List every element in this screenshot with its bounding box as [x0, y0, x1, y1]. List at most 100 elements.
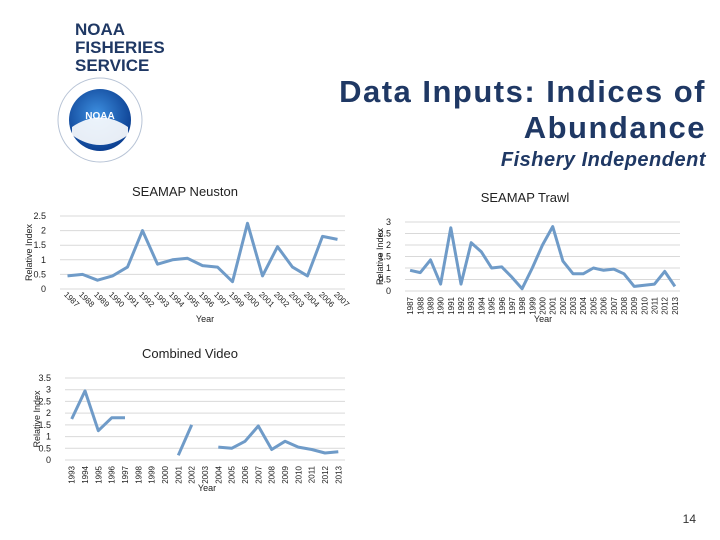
x-tick-label: 2006: [600, 296, 609, 314]
data-line: [409, 225, 677, 291]
x-tick-label: 2000: [242, 290, 261, 309]
y-tick-label: 3: [386, 217, 391, 227]
x-tick-label: 2012: [321, 465, 330, 483]
data-line: [70, 389, 339, 456]
x-tick-label: 2000: [161, 465, 170, 483]
logo-line: FISHERIES: [75, 38, 165, 57]
x-tick-label: 2005: [228, 465, 237, 483]
x-tick-label: 1998: [134, 465, 143, 483]
x-tick-label: 2007: [332, 290, 351, 309]
y-tick-label: 3: [46, 385, 51, 395]
x-tick-label: 2006: [317, 290, 336, 309]
y-axis-label: Relative Index: [375, 227, 385, 285]
x-tick-label: 2008: [620, 296, 629, 314]
x-tick-label: 1990: [107, 290, 126, 309]
x-tick-label: 2001: [174, 465, 183, 483]
x-tick-label: 2010: [640, 296, 649, 314]
x-tick-label: 1996: [197, 290, 216, 309]
x-tick-label: 2002: [272, 290, 291, 309]
y-tick-label: 1.5: [33, 240, 46, 250]
x-axis-label: Year: [534, 314, 552, 324]
emblem-wave: [72, 117, 128, 145]
y-tick-label: 1: [386, 263, 391, 273]
x-tick-label: 1990: [437, 296, 446, 314]
x-tick-label: 2002: [188, 465, 197, 483]
x-tick-label: 1989: [426, 296, 435, 314]
x-tick-label: 1988: [77, 290, 96, 309]
x-tick-label: 2009: [630, 296, 639, 314]
y-tick-label: 0.5: [378, 275, 391, 285]
x-tick-label: 1994: [477, 296, 486, 314]
logo-line: SERVICE: [75, 56, 149, 75]
x-tick-label: 2001: [257, 290, 276, 309]
x-tick-label: 1995: [182, 290, 201, 309]
x-tick-label: 1999: [528, 296, 537, 314]
x-tick-label: 2012: [661, 296, 670, 314]
x-tick-label: 2013: [334, 465, 343, 483]
x-tick-label: 2007: [610, 296, 619, 314]
x-tick-label: 1992: [457, 296, 466, 314]
y-tick-label: 2: [386, 240, 391, 250]
x-axis-label: Year: [198, 483, 216, 493]
x-tick-label: 2008: [268, 465, 277, 483]
y-tick-label: 2.5: [378, 229, 391, 239]
y-tick-label: 1: [46, 432, 51, 442]
x-tick-label: 1995: [488, 296, 497, 314]
x-tick-label: 1987: [406, 296, 415, 314]
y-tick-label: 0.5: [33, 269, 46, 279]
x-tick-label: 1997: [508, 296, 517, 314]
x-tick-label: 1997: [212, 290, 231, 309]
x-tick-label: 1996: [108, 465, 117, 483]
slide-subtitle: Fishery Independent: [500, 149, 706, 171]
x-tick-label: 1988: [416, 296, 425, 314]
x-tick-label: 1987: [62, 290, 81, 309]
x-tick-label: 1993: [467, 296, 476, 314]
chart-title: SEAMAP Trawl: [481, 190, 570, 205]
x-tick-label: 2006: [241, 465, 250, 483]
x-tick-label: 2004: [302, 290, 321, 309]
x-tick-label: 1997: [121, 465, 130, 483]
y-tick-label: 3.5: [38, 373, 51, 383]
x-tick-label: 1989: [92, 290, 111, 309]
y-tick-label: 1: [41, 255, 46, 265]
data-line: [67, 221, 338, 284]
chart-title: SEAMAP Neuston: [132, 184, 238, 199]
x-tick-label: 1994: [81, 465, 90, 483]
x-tick-label: 2003: [287, 290, 306, 309]
x-tick-label: 2011: [651, 296, 660, 314]
x-tick-label: 1993: [68, 465, 77, 483]
x-tick-label: 2004: [214, 465, 223, 483]
x-tick-label: 1993: [152, 290, 171, 309]
x-tick-label: 1994: [167, 290, 186, 309]
x-tick-label: 1998: [518, 296, 527, 314]
x-tick-label: 2003: [569, 296, 578, 314]
x-tick-label: 2003: [201, 465, 210, 483]
x-tick-label: 2000: [539, 296, 548, 314]
x-tick-label: 2001: [549, 296, 558, 314]
x-tick-label: 2010: [294, 465, 303, 483]
y-tick-label: 0.5: [38, 443, 51, 453]
x-tick-label: 1999: [148, 465, 157, 483]
y-tick-label: 2.5: [33, 211, 46, 221]
y-tick-label: 2: [41, 226, 46, 236]
y-axis-label: Relative Index: [32, 390, 42, 448]
y-tick-label: 0: [386, 286, 391, 296]
y-tick-label: 2: [46, 408, 51, 418]
x-tick-label: 2011: [308, 465, 317, 483]
logo-line: NOAA: [75, 20, 125, 39]
x-tick-label: 2009: [281, 465, 290, 483]
x-axis-label: Year: [196, 314, 214, 324]
emblem-text: NOAA: [85, 111, 114, 122]
x-tick-label: 1991: [447, 296, 456, 314]
x-tick-label: 1991: [122, 290, 141, 309]
page-number: 14: [682, 512, 696, 526]
x-tick-label: 2004: [579, 296, 588, 314]
x-tick-label: 1996: [498, 296, 507, 314]
x-tick-label: 1995: [94, 465, 103, 483]
x-tick-label: 2013: [671, 296, 680, 314]
x-tick-label: 2005: [589, 296, 598, 314]
chart-title: Combined Video: [142, 346, 238, 361]
y-tick-label: 0: [46, 455, 51, 465]
